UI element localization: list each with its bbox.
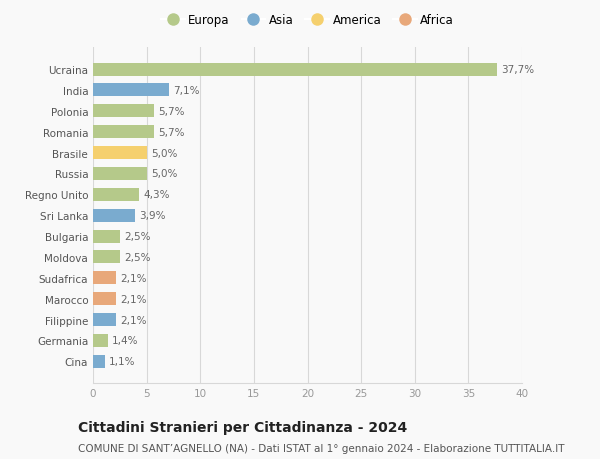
Bar — [93, 126, 154, 139]
Text: 2,1%: 2,1% — [120, 315, 146, 325]
Bar — [93, 334, 108, 347]
Text: 4,3%: 4,3% — [143, 190, 170, 200]
Bar — [93, 84, 169, 97]
Bar — [93, 105, 154, 118]
Text: 1,4%: 1,4% — [112, 336, 139, 346]
Bar — [93, 272, 116, 285]
Bar — [93, 292, 116, 306]
Text: 2,1%: 2,1% — [120, 294, 146, 304]
Text: 2,1%: 2,1% — [120, 273, 146, 283]
Text: 3,9%: 3,9% — [139, 211, 166, 221]
Bar — [93, 251, 120, 264]
Text: 2,5%: 2,5% — [124, 252, 151, 263]
Text: 5,0%: 5,0% — [151, 148, 177, 158]
Bar — [93, 168, 146, 180]
Text: 1,1%: 1,1% — [109, 357, 136, 367]
Bar — [93, 189, 139, 202]
Text: 5,7%: 5,7% — [158, 106, 185, 117]
Bar — [93, 230, 120, 243]
Text: Cittadini Stranieri per Cittadinanza - 2024: Cittadini Stranieri per Cittadinanza - 2… — [78, 420, 407, 434]
Bar — [93, 147, 146, 160]
Text: 7,1%: 7,1% — [173, 86, 200, 96]
Text: 2,5%: 2,5% — [124, 232, 151, 241]
Text: 5,0%: 5,0% — [151, 169, 177, 179]
Bar — [93, 209, 135, 222]
Text: COMUNE DI SANT’AGNELLO (NA) - Dati ISTAT al 1° gennaio 2024 - Elaborazione TUTTI: COMUNE DI SANT’AGNELLO (NA) - Dati ISTAT… — [78, 443, 565, 453]
Bar — [93, 313, 116, 326]
Text: 5,7%: 5,7% — [158, 128, 185, 137]
Bar — [93, 63, 497, 76]
Legend: Europa, Asia, America, Africa: Europa, Asia, America, Africa — [161, 14, 454, 27]
Bar — [93, 355, 105, 368]
Text: 37,7%: 37,7% — [502, 65, 535, 75]
